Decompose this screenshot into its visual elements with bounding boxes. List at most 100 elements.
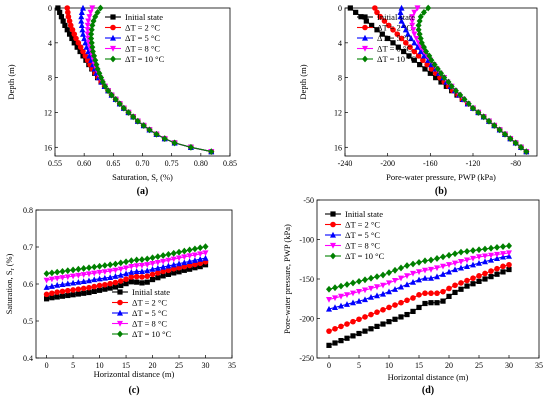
data-point	[160, 252, 167, 259]
data-point	[116, 100, 123, 108]
data-point	[192, 265, 198, 271]
data-point	[65, 9, 71, 16]
data-point	[181, 267, 187, 273]
data-point	[69, 35, 75, 42]
data-point	[434, 300, 440, 306]
data-point	[55, 5, 61, 11]
data-point	[380, 271, 386, 279]
data-point	[85, 271, 92, 278]
data-point	[428, 300, 434, 306]
data-point	[326, 305, 332, 312]
y-tick-label: 0.6	[23, 280, 33, 289]
data-point	[149, 276, 156, 283]
data-point	[80, 272, 87, 278]
data-point	[350, 279, 356, 287]
data-point	[356, 289, 362, 295]
data-point	[401, 48, 407, 55]
data-point	[386, 288, 392, 295]
data-point	[500, 269, 506, 275]
y-tick-label: -250	[299, 354, 314, 363]
data-point	[446, 262, 452, 268]
data-point	[417, 61, 423, 68]
legend-label: Initial state	[345, 209, 383, 219]
data-point	[208, 148, 215, 156]
data-point	[398, 264, 404, 272]
data-point	[512, 139, 519, 147]
data-point	[500, 263, 506, 270]
data-point	[380, 282, 386, 289]
x-tick-label: 25	[175, 361, 183, 370]
data-point	[181, 247, 188, 255]
legend-label: ΔT = 5 °C	[132, 308, 167, 318]
data-point	[80, 4, 86, 11]
data-point	[338, 293, 344, 300]
data-point	[75, 278, 82, 285]
data-point	[101, 274, 108, 281]
data-point	[78, 9, 85, 15]
data-point	[407, 44, 413, 50]
data-point	[392, 266, 398, 274]
data-point	[362, 287, 368, 294]
series-0	[326, 266, 512, 348]
data-point	[187, 143, 194, 151]
data-point	[410, 295, 416, 301]
data-point	[62, 22, 68, 29]
legend-label: Initial state	[125, 12, 163, 22]
data-point	[415, 53, 422, 59]
data-point	[416, 304, 422, 311]
data-point	[494, 265, 500, 272]
data-point	[464, 257, 470, 264]
data-point	[130, 113, 137, 121]
data-point	[85, 277, 92, 284]
data-point	[81, 35, 88, 42]
legend-marker	[330, 211, 336, 217]
panel-caption: (b)	[435, 186, 447, 197]
data-point	[344, 321, 350, 327]
x-tick-label: 30	[505, 361, 513, 370]
data-point	[128, 257, 135, 265]
data-point	[181, 254, 188, 261]
data-point	[500, 243, 506, 251]
data-point	[398, 314, 404, 320]
data-point	[58, 14, 65, 20]
data-point	[368, 274, 374, 282]
data-point	[88, 30, 95, 38]
data-point	[374, 27, 380, 33]
data-point	[398, 4, 405, 11]
data-point	[125, 109, 132, 116]
series-3	[43, 250, 209, 284]
data-point	[344, 281, 350, 288]
data-point	[176, 260, 183, 267]
data-point	[398, 275, 404, 282]
data-point	[75, 286, 82, 292]
data-point	[107, 274, 114, 280]
x-tick-label: 20	[445, 361, 453, 370]
data-point	[420, 57, 426, 64]
y-axis-label-main: Depth (m)	[298, 64, 308, 99]
data-point	[138, 262, 145, 269]
data-point	[85, 264, 92, 272]
legend-marker	[110, 14, 116, 20]
data-point	[416, 292, 422, 298]
data-point	[79, 26, 86, 33]
data-point	[413, 35, 420, 42]
data-point	[494, 244, 500, 251]
data-point	[118, 282, 124, 289]
data-point	[144, 267, 151, 274]
data-point	[186, 253, 193, 260]
data-point	[422, 290, 428, 297]
data-point	[160, 268, 166, 275]
data-point	[428, 275, 434, 281]
data-point	[82, 39, 89, 46]
data-point	[362, 296, 368, 303]
data-point	[138, 268, 145, 275]
data-point	[458, 259, 464, 265]
legend-label: ΔT = 5 °C	[377, 33, 412, 43]
data-point	[170, 266, 177, 272]
data-point	[457, 91, 464, 99]
data-point	[89, 22, 96, 29]
data-point	[66, 18, 73, 24]
data-point	[96, 275, 103, 282]
